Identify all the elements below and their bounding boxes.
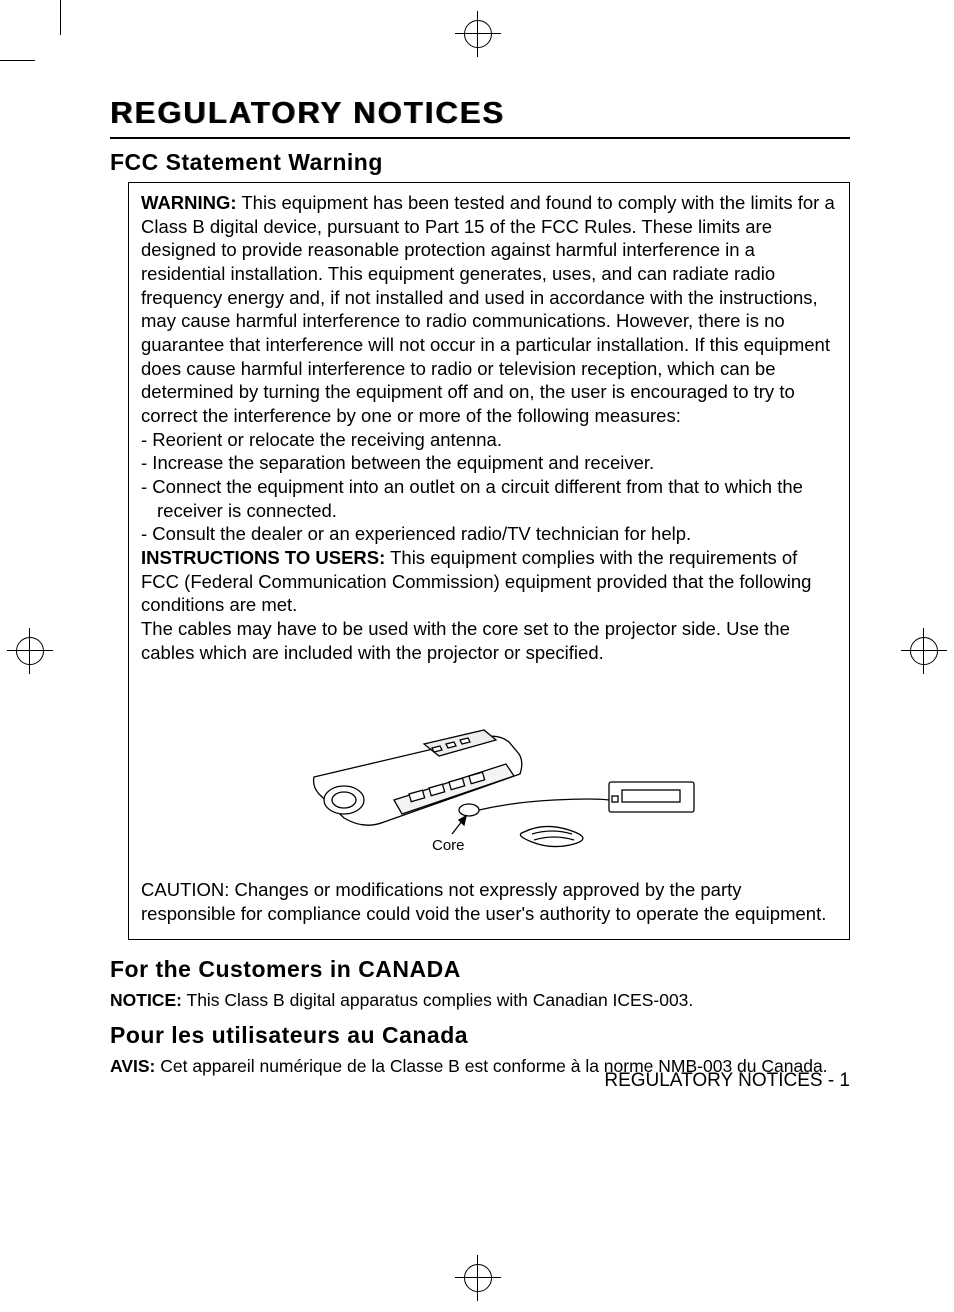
registration-mark-icon [464,20,492,48]
diagram-core-label: Core [432,837,465,854]
crop-mark [60,0,61,35]
projector-diagram: Core [141,682,837,868]
measure-item: - Increase the separation between the eq… [141,451,837,475]
registration-mark-icon [464,1264,492,1292]
projector-diagram-icon: Core [274,682,704,862]
canada-fr-heading: Pour les utilisateurs au Canada [110,1022,850,1049]
fcc-warning-paragraph: WARNING: This equipment has been tested … [141,191,837,428]
warning-body: This equipment has been tested and found… [141,192,835,426]
fcc-heading: FCC Statement Warning [110,149,850,176]
measure-item: - Reorient or relocate the receiving ant… [141,428,837,452]
crop-mark [0,60,35,61]
page-footer: REGULATORY NOTICES - 1 [110,1070,850,1092]
registration-mark-icon [910,637,938,665]
page-title: REGULATORY NOTICES [110,95,850,131]
canada-en-notice: NOTICE: This Class B digital apparatus c… [110,989,850,1012]
measure-item: - Consult the dealer or an experienced r… [141,522,837,546]
registration-mark-icon [16,637,44,665]
measure-item: - Connect the equipment into an outlet o… [141,475,837,522]
page-content: REGULATORY NOTICES FCC Statement Warning… [110,95,850,1088]
fcc-warning-box: WARNING: This equipment has been tested … [128,182,850,940]
caution-paragraph: CAUTION: Changes or modifications not ex… [141,878,837,925]
cable-note: The cables may have to be used with the … [141,617,837,664]
notice-label: NOTICE: [110,990,182,1010]
notice-body: This Class B digital apparatus complies … [182,990,693,1010]
warning-label: WARNING: [141,192,237,213]
title-rule [110,137,850,139]
canada-en-heading: For the Customers in CANADA [110,956,850,983]
instructions-paragraph: INSTRUCTIONS TO USERS: This equipment co… [141,546,837,617]
instructions-label: INSTRUCTIONS TO USERS: [141,547,385,568]
